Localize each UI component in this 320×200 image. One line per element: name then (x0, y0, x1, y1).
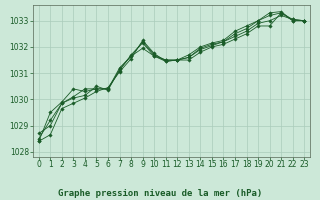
Text: Graphe pression niveau de la mer (hPa): Graphe pression niveau de la mer (hPa) (58, 189, 262, 198)
